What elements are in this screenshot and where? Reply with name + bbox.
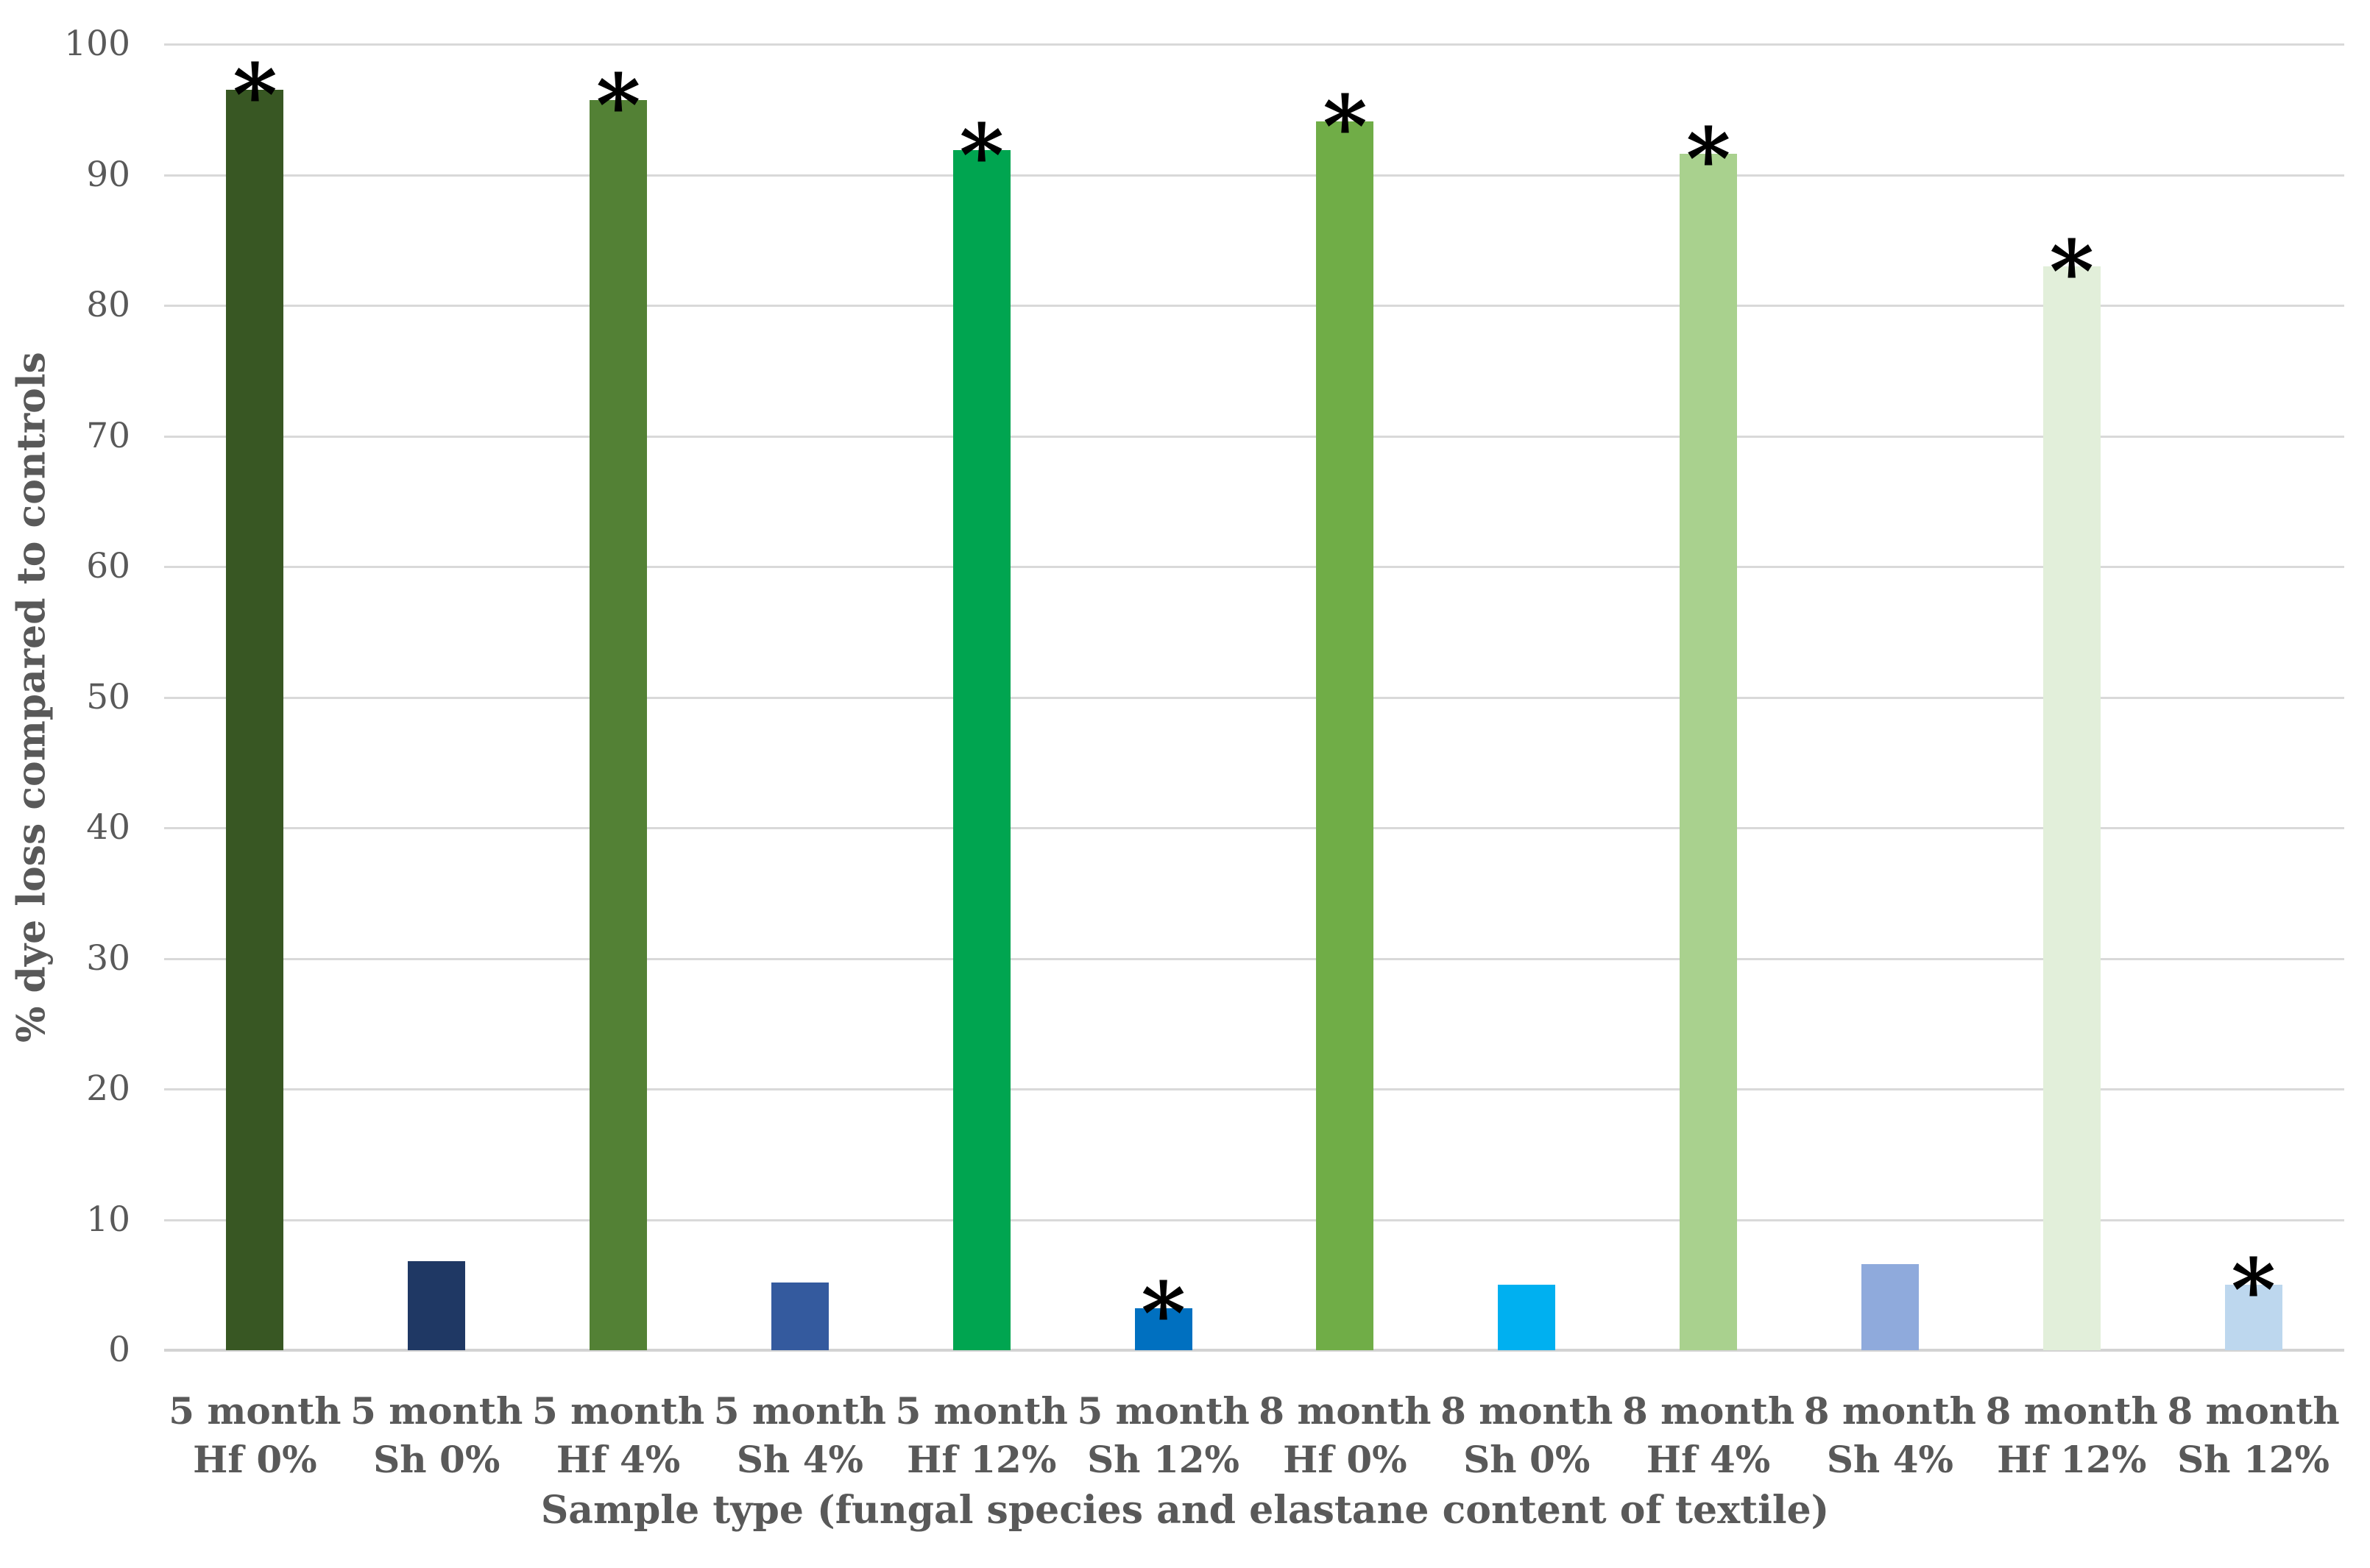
x-category-label-4: 5 month Hf 12% xyxy=(891,1387,1072,1484)
x-category-label-line: Hf 0% xyxy=(1283,1438,1407,1481)
bar-8-month-hf-12- xyxy=(2042,266,2101,1350)
bar-slot-7 xyxy=(1436,44,1618,1350)
bar-5-month-hf-4- xyxy=(590,100,648,1350)
gridline-y-10 xyxy=(164,1218,2344,1221)
x-category-label-0: 5 month Hf 0% xyxy=(164,1387,346,1484)
x-category-label-line: Hf 12% xyxy=(1997,1438,2147,1481)
x-category-label-line: Sh 12% xyxy=(2177,1438,2330,1481)
bar-slot-9 xyxy=(1800,44,1981,1350)
bar-slot-3 xyxy=(710,44,891,1350)
x-category-label-6: 8 month Hf 0% xyxy=(1254,1387,1436,1484)
bar-slot-0: * xyxy=(164,44,346,1350)
y-tick-label-30: 30 xyxy=(86,937,130,979)
gridline-y-80 xyxy=(164,305,2344,307)
bar-slot-8: * xyxy=(1618,44,1800,1350)
x-category-label-line: Sh 0% xyxy=(1463,1438,1591,1481)
x-category-label-line: 8 month xyxy=(1985,1389,2158,1433)
gridline-y-90 xyxy=(164,174,2344,177)
y-tick-label-40: 40 xyxy=(86,807,130,848)
y-tick-label-10: 10 xyxy=(86,1199,130,1240)
x-category-label-line: 8 month xyxy=(1440,1389,1613,1433)
bar-5-month-sh-12- xyxy=(1134,1308,1192,1350)
bar-slot-11: * xyxy=(2162,44,2344,1350)
x-category-label-line: 5 month xyxy=(713,1389,887,1433)
bar-8-month-hf-0- xyxy=(1316,121,1374,1350)
bar-slot-1 xyxy=(346,44,528,1350)
plot-area: ******** xyxy=(164,43,2344,1357)
bar-5-month-hf-12- xyxy=(952,149,1011,1350)
x-category-label-line: Sh 0% xyxy=(373,1438,500,1481)
x-category-label-3: 5 month Sh 4% xyxy=(710,1387,891,1484)
x-category-label-10: 8 month Hf 12% xyxy=(1981,1387,2162,1484)
gridline-y-0 xyxy=(164,1349,2344,1352)
x-category-label-5: 5 month Sh 12% xyxy=(1072,1387,1254,1484)
x-category-label-line: 8 month xyxy=(1259,1389,1432,1433)
y-tick-label-60: 60 xyxy=(86,546,130,586)
bar-8-month-hf-4- xyxy=(1680,154,1738,1350)
x-category-label-line: 8 month xyxy=(2167,1389,2340,1433)
x-category-label-line: Hf 4% xyxy=(1646,1438,1771,1481)
x-category-label-line: Hf 12% xyxy=(907,1438,1057,1481)
x-category-label-line: 8 month xyxy=(1803,1389,1977,1433)
gridline-y-30 xyxy=(164,957,2344,960)
x-category-label-1: 5 month Sh 0% xyxy=(346,1387,528,1484)
y-tick-label-100: 100 xyxy=(64,24,130,64)
gridline-y-60 xyxy=(164,566,2344,568)
y-tick-label-0: 0 xyxy=(108,1330,130,1370)
bar-slot-2: * xyxy=(528,44,710,1350)
x-category-label-line: 5 month xyxy=(531,1389,705,1433)
x-category-label-line: 5 month xyxy=(169,1389,342,1433)
bar-5-month-sh-4- xyxy=(771,1282,829,1350)
bar-8-month-sh-0- xyxy=(1498,1285,1556,1350)
x-category-label-7: 8 month Sh 0% xyxy=(1436,1387,1618,1484)
x-category-label-line: Sh 4% xyxy=(736,1438,863,1481)
x-category-label-11: 8 month Sh 12% xyxy=(2162,1387,2344,1484)
bar-8-month-sh-12- xyxy=(2224,1285,2282,1350)
x-category-label-line: Sh 4% xyxy=(1826,1438,1953,1481)
bar-5-month-hf-0- xyxy=(226,90,284,1350)
x-category-label-line: Sh 12% xyxy=(1087,1438,1240,1481)
x-category-label-line: 8 month xyxy=(1621,1389,1795,1433)
x-category-label-line: 5 month xyxy=(895,1389,1068,1433)
bar-slot-4: * xyxy=(891,44,1072,1350)
x-category-label-line: 5 month xyxy=(350,1389,523,1433)
y-tick-label-80: 80 xyxy=(86,285,130,325)
x-axis-title: Sample type (fungal species and elastane… xyxy=(540,1488,1830,1533)
y-tick-label-70: 70 xyxy=(86,415,130,456)
x-category-label-9: 8 month Sh 4% xyxy=(1800,1387,1981,1484)
gridline-y-20 xyxy=(164,1088,2344,1090)
y-tick-label-20: 20 xyxy=(86,1068,130,1109)
x-category-label-line: Hf 0% xyxy=(193,1438,317,1481)
gridline-y-100 xyxy=(164,43,2344,46)
y-tick-label-90: 90 xyxy=(86,154,130,195)
x-category-label-2: 5 month Hf 4% xyxy=(528,1387,710,1484)
gridline-y-40 xyxy=(164,827,2344,829)
gridline-y-70 xyxy=(164,435,2344,438)
x-category-label-line: 5 month xyxy=(1077,1389,1250,1433)
bar-slot-6: * xyxy=(1254,44,1436,1350)
bar-slot-5: * xyxy=(1072,44,1254,1357)
bar-5-month-sh-0- xyxy=(408,1261,466,1350)
y-tick-label-50: 50 xyxy=(86,676,130,717)
bar-slot-10: * xyxy=(1981,44,2162,1350)
bar-8-month-sh-4- xyxy=(1861,1263,1919,1350)
x-category-label-line: Hf 4% xyxy=(556,1438,681,1481)
gridline-y-50 xyxy=(164,696,2344,699)
x-category-label-8: 8 month Hf 4% xyxy=(1618,1387,1800,1484)
